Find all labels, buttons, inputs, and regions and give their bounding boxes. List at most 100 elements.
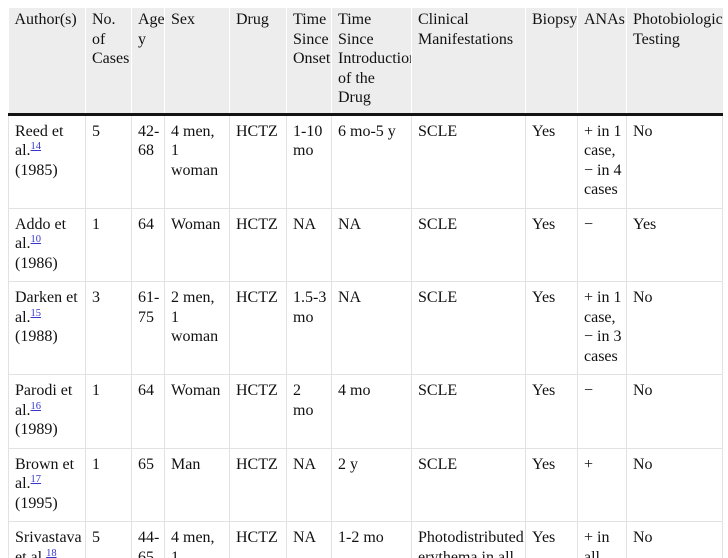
table-row: Addo et al.10 (1986) 1 64 Woman HCTZ NA N… [8,207,723,283]
cell-age: 44- 65 [131,521,165,558]
col-sex: Sex [164,8,230,116]
author-name: Brown et al. [15,455,75,493]
col-authors: Author(s) [8,8,86,116]
table-row: Reed et al.14 (1985) 5 42- 68 4 men, 1 wo… [8,113,723,209]
cell-photobiologic-testing: No [626,447,723,523]
cell-biopsy: Yes [525,281,578,376]
cell-drug: HCTZ [229,521,287,558]
table-row: Brown et al.17 (1995) 1 65 Man HCTZ NA 2 … [8,447,723,523]
cell-clinical-manifestations: SCLE [411,207,526,283]
cell-sex: Woman [164,207,230,283]
author-name: Reed et al. [15,122,64,160]
col-anas: ANAs [577,8,627,116]
cell-time-since-onset: NA [286,521,332,558]
cell-time-since-onset: 1.5-3 mo [286,281,332,376]
author-year: (1988) [15,328,58,346]
cell-drug: HCTZ [229,447,287,523]
cell-time-since-introduction: 2 y [331,447,412,523]
cell-drug: HCTZ [229,113,287,209]
reference-link[interactable]: 10 [30,234,42,246]
cell-photobiologic-testing: No [626,281,723,376]
cell-photobiologic-testing: Yes [626,207,723,283]
cell-biopsy: Yes [525,374,578,449]
col-biopsy: Biopsy [525,8,578,116]
cell-clinical-manifestations: SCLE [411,281,526,376]
cell-cases: 1 [85,207,132,283]
cell-anas: + in all cases [577,521,627,558]
col-cases: No. of Cases [85,8,132,116]
cell-biopsy: Yes [525,521,578,558]
table-row: Parodi et al.16 (1989) 1 64 Woman HCTZ 2 … [8,374,723,449]
cell-time-since-introduction: NA [331,281,412,376]
table-row: Srivastava et al.18(2003) 5 44- 65 4 men… [8,521,723,558]
cell-sex: Man [164,447,230,523]
cell-drug: HCTZ [229,374,287,449]
reference-link[interactable]: 14 [30,141,42,153]
cell-clinical-manifestations: SCLE [411,374,526,449]
table-row: Darken et al.15 (1988) 3 61- 75 2 men, 1 … [8,281,723,376]
cell-drug: HCTZ [229,281,287,376]
author-year: (1989) [15,421,58,439]
cell-biopsy: Yes [525,207,578,283]
cell-clinical-manifestations: SCLE [411,447,526,523]
cell-time-since-introduction: 4 mo [331,374,412,449]
cell-time-since-introduction: 6 mo-5 y [331,113,412,209]
col-time-since-onset: Time Since Onset [286,8,332,116]
cell-biopsy: Yes [525,113,578,209]
cell-time-since-onset: NA [286,207,332,283]
cell-biopsy: Yes [525,447,578,523]
author-year: (1995) [15,494,58,512]
cell-sex: 4 men, 1 woman [164,113,230,209]
cell-time-since-introduction: 1-2 mo [331,521,412,558]
reference-link[interactable]: 18 [46,547,57,558]
header-row: Author(s) No. of Cases Age, y Sex Drug T… [8,8,723,116]
cell-author: Darken et al.15 (1988) [8,281,86,376]
cell-author: Srivastava et al.18(2003) [8,521,86,558]
author-name: Addo et al. [15,215,67,253]
reference-link[interactable]: 17 [30,474,42,486]
table-header: Author(s) No. of Cases Age, y Sex Drug T… [8,8,723,116]
cell-age: 42- 68 [131,113,165,209]
cell-age: 61- 75 [131,281,165,376]
cell-anas: + in 1 case, − in 3 cases [577,281,627,376]
cell-photobiologic-testing: No [626,374,723,449]
cell-cases: 1 [85,447,132,523]
author-name: Darken et al. [15,289,78,326]
cell-anas: + in 1 case, − in 4 cases [577,113,627,209]
author-name: Srivastava et al. [15,529,82,558]
cell-author: Brown et al.17 (1995) [8,447,86,523]
cell-sex: 2 men, 1 woman [164,281,230,376]
cell-time-since-introduction: NA [331,207,412,283]
reference-link[interactable]: 16 [30,400,42,412]
cell-cases: 5 [85,521,132,558]
cell-anas: − [577,207,627,283]
author-year: (1986) [15,254,58,272]
cell-sex: Woman [164,374,230,449]
cell-author: Addo et al.10 (1986) [8,207,86,283]
table-body: Reed et al.14 (1985) 5 42- 68 4 men, 1 wo… [8,113,723,558]
cell-age: 64 [131,374,165,449]
cell-drug: HCTZ [229,207,287,283]
cell-author: Parodi et al.16 (1989) [8,374,86,449]
cell-anas: − [577,374,627,449]
cell-time-since-onset: 1-10 mo [286,113,332,209]
col-time-since-introduction: Time Since Introduction of the Drug [331,8,412,116]
cell-author: Reed et al.14 (1985) [8,113,86,209]
cell-cases: 5 [85,113,132,209]
cell-clinical-manifestations: SCLE [411,113,526,209]
cell-age: 65 [131,447,165,523]
cell-photobiologic-testing: No [626,113,723,209]
cell-anas: + [577,447,627,523]
col-clinical-manifestations: Clinical Manifestations [411,8,526,116]
col-photobiologic-testing: Photobiologic Testing [626,8,723,116]
cell-cases: 3 [85,281,132,376]
literature-review-table: Author(s) No. of Cases Age, y Sex Drug T… [8,8,723,558]
cell-clinical-manifestations: Photodistributed erythema in all cases, … [411,521,526,558]
author-year: (1985) [15,161,58,179]
author-name: Parodi et al. [15,382,73,419]
cell-cases: 1 [85,374,132,449]
reference-link[interactable]: 15 [30,307,42,319]
cell-time-since-onset: 2 mo [286,374,332,449]
cell-age: 64 [131,207,165,283]
